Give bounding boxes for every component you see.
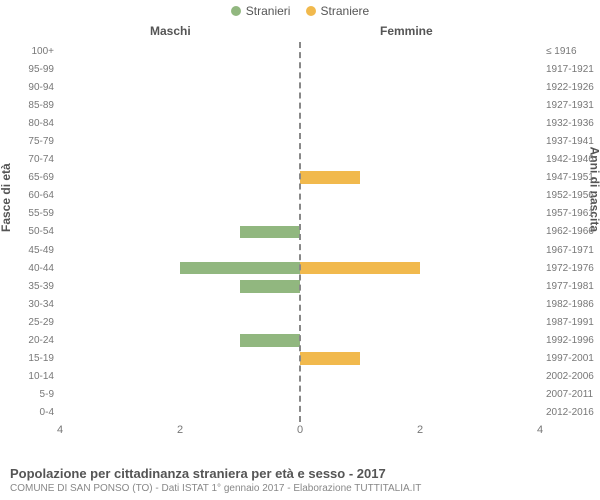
- y-label-age: 30-34: [0, 295, 58, 313]
- header-female: Femmine: [380, 24, 433, 38]
- y-label-year: 1932-1936: [542, 114, 600, 132]
- header-male: Maschi: [150, 24, 191, 38]
- y-label-year: 1957-1961: [542, 205, 600, 223]
- y-label-age: 35-39: [0, 277, 58, 295]
- column-headers: Maschi Femmine: [0, 24, 600, 42]
- y-label-year: 1997-2001: [542, 350, 600, 368]
- y-label-age: 50-54: [0, 223, 58, 241]
- legend: Stranieri Straniere: [0, 0, 600, 24]
- y-label-age: 45-49: [0, 241, 58, 259]
- y-label-year: 1962-1966: [542, 223, 600, 241]
- y-label-year: 1947-1951: [542, 169, 600, 187]
- y-label-age: 25-29: [0, 313, 58, 331]
- y-label-year: 1972-1976: [542, 259, 600, 277]
- y-label-age: 85-89: [0, 96, 58, 114]
- y-label-year: 1967-1971: [542, 241, 600, 259]
- y-label-age: 0-4: [0, 404, 58, 422]
- y-label-age: 95-99: [0, 60, 58, 78]
- legend-swatch-male: [231, 6, 241, 16]
- y-label-year: 1942-1946: [542, 151, 600, 169]
- center-line: [299, 42, 301, 422]
- y-label-year: 2012-2016: [542, 404, 600, 422]
- y-label-year: 1937-1941: [542, 132, 600, 150]
- y-axis-left: 100+95-9990-9485-8980-8475-7970-7465-696…: [0, 42, 58, 422]
- y-label-age: 5-9: [0, 386, 58, 404]
- footer-title: Popolazione per cittadinanza straniera p…: [10, 466, 590, 481]
- bar-female: [300, 262, 420, 275]
- y-label-year: 1977-1981: [542, 277, 600, 295]
- y-label-year: ≤ 1916: [542, 42, 600, 60]
- footer: Popolazione per cittadinanza straniera p…: [10, 466, 590, 494]
- y-label-age: 80-84: [0, 114, 58, 132]
- y-label-age: 10-14: [0, 368, 58, 386]
- x-tick: 2: [177, 424, 183, 436]
- y-label-age: 15-19: [0, 350, 58, 368]
- x-tick: 4: [57, 424, 63, 436]
- y-label-year: 1982-1986: [542, 295, 600, 313]
- x-tick: 0: [297, 424, 303, 436]
- y-label-year: 1952-1956: [542, 187, 600, 205]
- y-label-age: 70-74: [0, 151, 58, 169]
- y-label-age: 20-24: [0, 332, 58, 350]
- y-label-age: 100+: [0, 42, 58, 60]
- y-label-year: 1992-1996: [542, 332, 600, 350]
- y-label-age: 40-44: [0, 259, 58, 277]
- legend-label-female: Straniere: [321, 4, 370, 18]
- x-tick: 4: [537, 424, 543, 436]
- bar-male: [240, 226, 300, 239]
- bar-male: [240, 280, 300, 293]
- y-label-age: 75-79: [0, 132, 58, 150]
- legend-item-male: Stranieri: [231, 4, 291, 18]
- footer-subtitle: COMUNE DI SAN PONSO (TO) - Dati ISTAT 1°…: [10, 483, 590, 494]
- y-label-year: 1927-1931: [542, 96, 600, 114]
- y-axis-right: ≤ 19161917-19211922-19261927-19311932-19…: [542, 42, 600, 422]
- bar-female: [300, 171, 360, 184]
- x-axis: 4 2 0 2 4: [60, 422, 540, 440]
- bar-female: [300, 352, 360, 365]
- legend-item-female: Straniere: [306, 4, 370, 18]
- y-label-year: 2002-2006: [542, 368, 600, 386]
- y-label-age: 90-94: [0, 78, 58, 96]
- legend-swatch-female: [306, 6, 316, 16]
- y-label-year: 1987-1991: [542, 313, 600, 331]
- y-label-year: 1917-1921: [542, 60, 600, 78]
- legend-label-male: Stranieri: [246, 4, 291, 18]
- y-label-year: 1922-1926: [542, 78, 600, 96]
- chart-area: 42024: [60, 42, 540, 422]
- x-tick: 2: [417, 424, 423, 436]
- y-label-age: 60-64: [0, 187, 58, 205]
- plot-area: Fasce di età Anni di nascita 100+95-9990…: [0, 42, 600, 422]
- y-label-age: 55-59: [0, 205, 58, 223]
- bar-male: [240, 334, 300, 347]
- y-label-age: 65-69: [0, 169, 58, 187]
- bar-male: [180, 262, 300, 275]
- y-label-year: 2007-2011: [542, 386, 600, 404]
